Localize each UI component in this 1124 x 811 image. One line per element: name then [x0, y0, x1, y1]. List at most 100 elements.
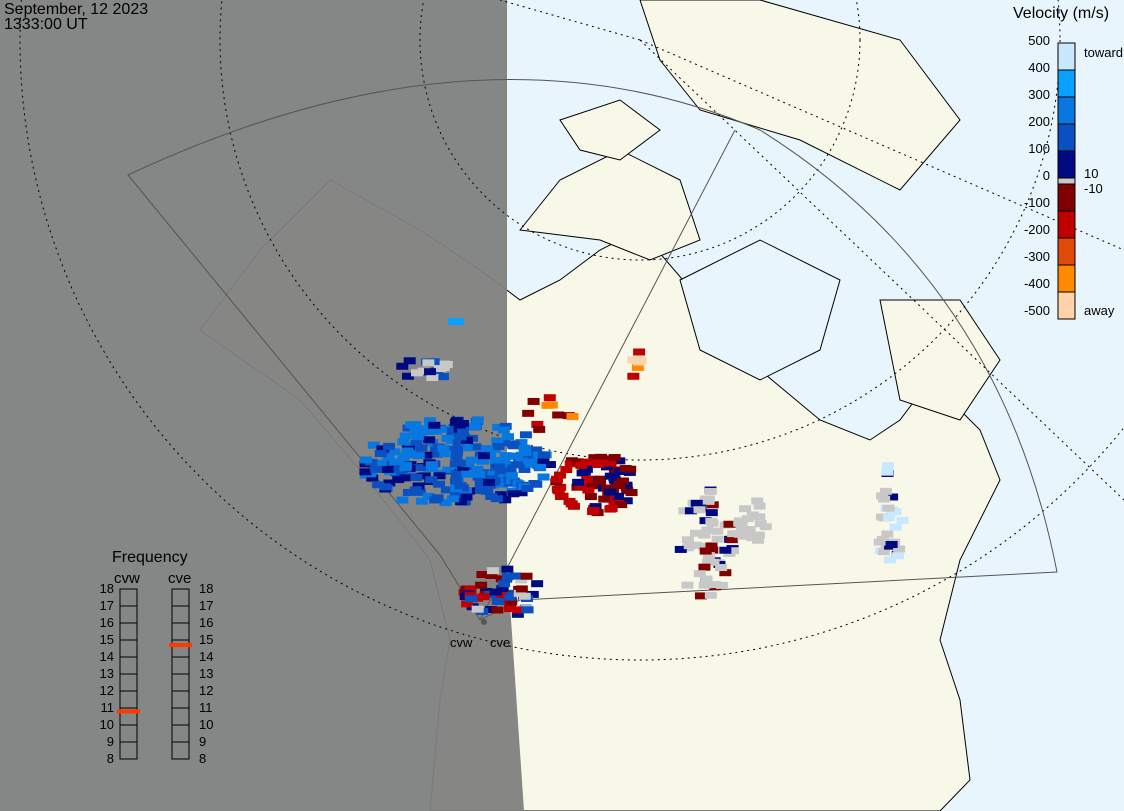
radar-cell	[499, 452, 512, 460]
radar-cell	[627, 372, 640, 380]
frequency-tick-right: 13	[199, 666, 214, 681]
radar-cell	[403, 449, 416, 457]
colorbar-title: Velocity (m/s)	[1013, 5, 1110, 22]
radar-cell	[439, 450, 452, 458]
radar-cell	[604, 505, 617, 513]
radar-cell	[412, 452, 425, 460]
night-shade	[0, 0, 524, 811]
radar-cell	[719, 546, 732, 554]
radar-cell	[450, 470, 463, 478]
frequency-title: Frequency	[112, 549, 188, 566]
radar-cell	[693, 506, 706, 514]
radar-cell	[481, 487, 494, 495]
radar-cell	[550, 475, 563, 483]
radar-cell	[882, 462, 895, 470]
radar-cell	[374, 459, 387, 467]
radar-cell	[477, 593, 490, 601]
colorbar-tick-label: 200	[1028, 114, 1050, 129]
radar-cell	[551, 485, 564, 493]
radar-cell	[620, 497, 633, 505]
radar-cell	[601, 484, 614, 492]
radar-cell	[426, 373, 439, 381]
radar-cell	[498, 580, 511, 588]
radar-cell	[752, 531, 765, 539]
radar-cell	[633, 358, 646, 366]
radar-cell	[602, 455, 615, 463]
radar-cell	[409, 486, 422, 494]
radar-cell	[456, 428, 469, 436]
radar-cell	[451, 446, 464, 454]
radar-cell	[889, 508, 902, 516]
radar-cell	[418, 472, 431, 480]
radar-cell	[683, 542, 696, 550]
radar-cell	[437, 425, 450, 433]
radar-cell	[619, 465, 632, 473]
frequency-tick-right: 17	[199, 598, 214, 613]
radar-cell	[613, 482, 626, 490]
colorbar-segment	[1057, 69, 1076, 98]
radar-cell	[491, 437, 504, 445]
radar-cell	[482, 478, 495, 486]
radar-cell	[681, 581, 694, 589]
radar-cell	[423, 436, 436, 444]
date-label: September, 12 2023	[4, 1, 149, 18]
radar-cell	[586, 480, 599, 488]
frequency-tick-right: 15	[199, 632, 214, 647]
radar-cell	[704, 487, 717, 495]
radar-cell	[370, 465, 383, 473]
radar-cell	[430, 450, 443, 458]
frequency-tick-right: 18	[199, 581, 214, 596]
radar-cell	[589, 503, 602, 511]
radar-cell	[694, 592, 707, 600]
radar-cell	[882, 504, 895, 512]
radar-cell	[592, 459, 605, 467]
time-label: 1333:00 UT	[4, 16, 88, 33]
radar-cell	[537, 473, 550, 481]
colorbar-tick-label: -300	[1023, 249, 1050, 264]
radar-cell	[520, 572, 533, 580]
radar-cell	[476, 457, 489, 465]
radar-cell	[509, 572, 522, 580]
radar-cell	[448, 318, 464, 325]
radar-cell	[476, 571, 489, 579]
radar-cell	[883, 556, 896, 564]
radar-cell	[376, 445, 389, 453]
radar-cell	[491, 597, 504, 605]
radar-cell	[600, 463, 613, 471]
radar-cell	[515, 585, 528, 593]
radar-cell	[423, 417, 436, 425]
radar-cell	[402, 488, 415, 496]
radar-cell	[425, 476, 438, 484]
radar-cell	[495, 491, 508, 499]
radar-cell	[472, 487, 485, 495]
radar-cell	[513, 589, 526, 597]
radar-cell	[518, 465, 531, 473]
radar-cell	[545, 401, 558, 409]
radar-cell	[511, 610, 524, 618]
radar-cell	[403, 357, 416, 365]
radar-cell	[519, 431, 532, 439]
radar-cell	[489, 456, 502, 464]
colorbar-segment	[1057, 291, 1076, 320]
colorbar-segment	[1057, 264, 1076, 293]
radar-cell	[534, 463, 547, 471]
radar-cell	[521, 606, 534, 614]
radar-cell	[469, 423, 482, 431]
radar-cell	[450, 452, 463, 460]
radar-cell	[461, 470, 474, 478]
radar-cell	[521, 484, 534, 492]
radar-cell	[584, 493, 597, 501]
radar-cell	[752, 536, 765, 544]
radar-cell	[877, 548, 890, 556]
radar-cell	[700, 575, 713, 583]
radar-cell	[543, 394, 556, 402]
radar-cell	[543, 461, 556, 469]
radar-cell	[452, 439, 465, 447]
radar-cell	[453, 459, 466, 467]
radar-cell	[674, 545, 687, 553]
radar-cell	[511, 452, 524, 460]
radar-cell	[366, 474, 379, 482]
radar-cell	[421, 428, 434, 436]
radar-cell	[881, 530, 894, 538]
frequency-tick-right: 11	[199, 700, 213, 715]
